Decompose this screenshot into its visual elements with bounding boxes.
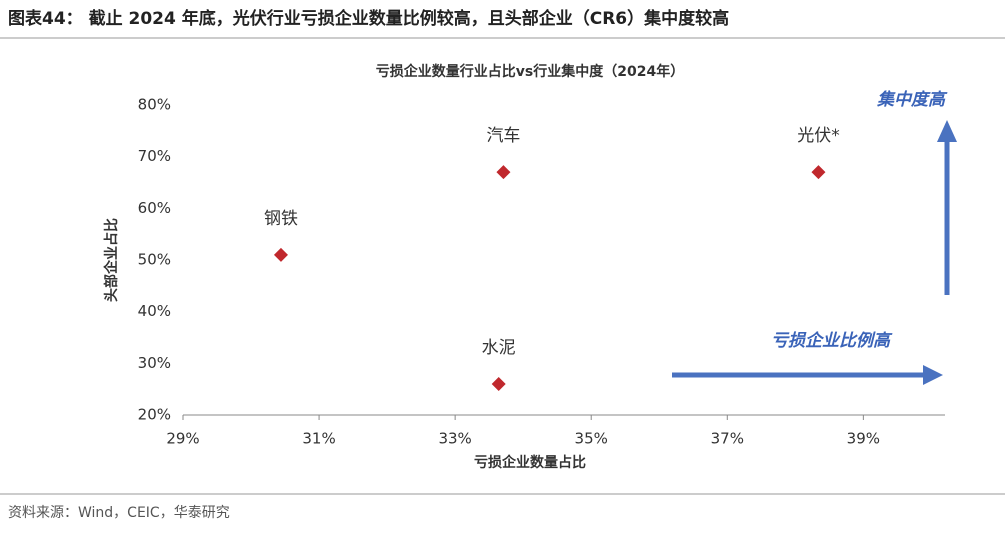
arrow-up-head — [937, 120, 957, 142]
x-tick-label: 29% — [166, 430, 199, 448]
annotation: 亏损企业比例高 — [771, 331, 893, 351]
y-tick-label: 20% — [138, 406, 171, 424]
y-tick-label: 70% — [138, 147, 171, 165]
y-tick-label: 60% — [138, 199, 171, 217]
point — [491, 377, 506, 391]
y-tick-label: 30% — [138, 354, 171, 372]
x-tick-label: 33% — [438, 430, 471, 448]
point — [273, 247, 288, 262]
x-tick-label: 39% — [847, 430, 880, 448]
y-tick-label: 50% — [138, 251, 171, 269]
x-tick-label: 35% — [575, 430, 608, 448]
point — [496, 165, 511, 180]
chart-title: 亏损企业数量行业占比vs行业集中度（2024年） — [376, 63, 684, 80]
source-note: 资料来源：Wind，CEIC，华泰研究 — [8, 505, 230, 521]
annotation: 集中度高 — [876, 90, 948, 110]
x-axis-label: 亏损企业数量占比 — [474, 454, 586, 471]
point-label: 钢铁 — [264, 209, 298, 229]
y-tick-label: 80% — [138, 96, 171, 114]
point-label: 水泥 — [482, 338, 516, 358]
arrow-right-head — [923, 365, 943, 385]
point-label: 汽车 — [486, 126, 520, 146]
point-label: 光伏* — [797, 126, 840, 146]
y-axis-label: 头部企业占比 — [103, 218, 120, 302]
x-tick-label: 37% — [711, 430, 744, 448]
x-tick-label: 31% — [302, 430, 335, 448]
figure-title: 图表44： 截止 2024 年底，光伏行业亏损企业数量比例较高，且头部企业（CR… — [8, 8, 729, 29]
point — [811, 165, 826, 180]
y-tick-label: 40% — [138, 302, 171, 320]
